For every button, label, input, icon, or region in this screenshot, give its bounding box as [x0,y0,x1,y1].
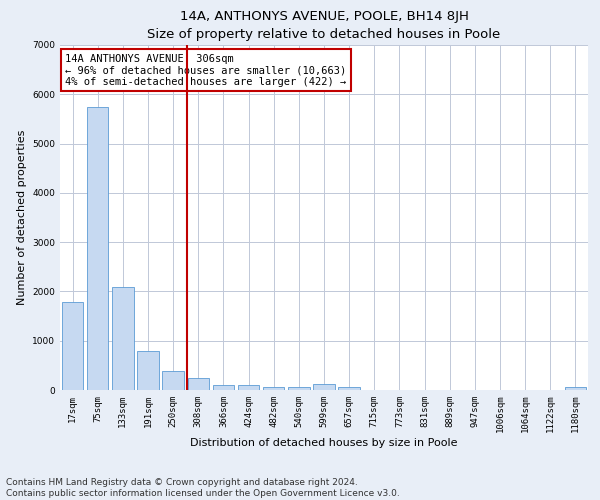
Bar [87,106,109,390]
Bar [163,371,184,390]
Bar [565,387,586,390]
Bar [338,387,360,390]
Bar [288,387,310,390]
Text: 14A ANTHONYS AVENUE: 306sqm
← 96% of detached houses are smaller (10,663)
4% of : 14A ANTHONYS AVENUE: 306sqm ← 96% of det… [65,54,347,87]
Y-axis label: Number of detached properties: Number of detached properties [17,130,26,305]
Text: Contains HM Land Registry data © Crown copyright and database right 2024.
Contai: Contains HM Land Registry data © Crown c… [6,478,400,498]
Bar [313,384,335,390]
Bar [238,384,259,390]
Bar [213,384,234,390]
X-axis label: Distribution of detached houses by size in Poole: Distribution of detached houses by size … [190,438,458,448]
Title: 14A, ANTHONYS AVENUE, POOLE, BH14 8JH
Size of property relative to detached hous: 14A, ANTHONYS AVENUE, POOLE, BH14 8JH Si… [148,10,500,41]
Bar [263,386,284,390]
Bar [112,288,134,390]
Bar [62,302,83,390]
Bar [188,378,209,390]
Bar [137,350,158,390]
